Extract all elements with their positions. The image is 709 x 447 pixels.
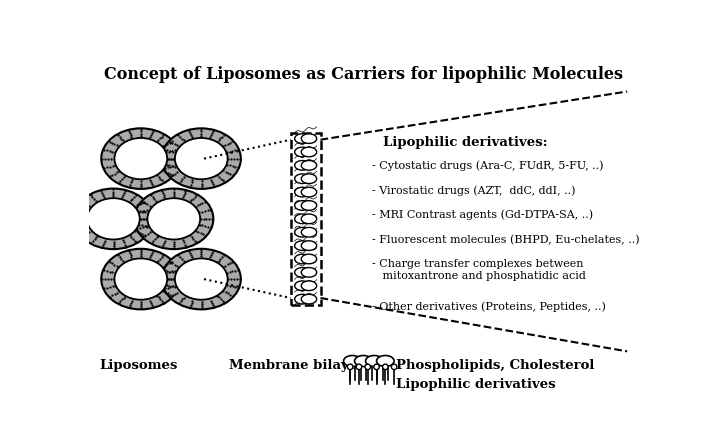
Text: Membrane bilayer:: Membrane bilayer: <box>229 358 369 371</box>
Circle shape <box>301 201 317 210</box>
Circle shape <box>301 241 317 250</box>
Ellipse shape <box>114 258 167 300</box>
Text: - MRI Contrast agents (Gd-DTPA-SA, ..): - MRI Contrast agents (Gd-DTPA-SA, ..) <box>372 210 593 220</box>
Circle shape <box>301 187 317 197</box>
Ellipse shape <box>147 198 200 240</box>
Circle shape <box>295 268 310 277</box>
Circle shape <box>301 160 317 170</box>
Text: - Fluorescent molecules (BHPD, Eu-chelates, ..): - Fluorescent molecules (BHPD, Eu-chelat… <box>372 235 640 245</box>
Ellipse shape <box>347 364 353 370</box>
Ellipse shape <box>365 364 371 370</box>
Circle shape <box>295 174 310 184</box>
Circle shape <box>376 355 394 367</box>
Circle shape <box>295 294 310 304</box>
Text: - Charge transfer complexes between
   mitoxantrone and phosphatidic acid: - Charge transfer complexes between mito… <box>372 259 586 281</box>
Ellipse shape <box>356 364 362 370</box>
Ellipse shape <box>391 364 397 370</box>
Circle shape <box>295 147 310 157</box>
Circle shape <box>301 294 317 304</box>
Ellipse shape <box>101 128 180 189</box>
Text: Lipophilic derivatives:: Lipophilic derivatives: <box>383 136 547 149</box>
Ellipse shape <box>383 364 388 370</box>
Circle shape <box>295 241 310 250</box>
Bar <box>295 133 317 305</box>
Circle shape <box>301 134 317 143</box>
Circle shape <box>301 147 317 157</box>
Ellipse shape <box>162 249 241 309</box>
Circle shape <box>295 134 310 143</box>
Circle shape <box>301 281 317 291</box>
Circle shape <box>301 174 317 184</box>
Ellipse shape <box>162 128 241 189</box>
Text: - Other derivatives (Proteins, Peptides, ..): - Other derivatives (Proteins, Peptides,… <box>372 302 605 312</box>
Text: Liposomes: Liposomes <box>99 358 178 371</box>
Bar <box>291 133 320 305</box>
Circle shape <box>295 187 310 197</box>
Text: Lipophilic derivatives: Lipophilic derivatives <box>396 378 556 391</box>
Circle shape <box>301 268 317 277</box>
Circle shape <box>354 355 372 367</box>
Circle shape <box>295 254 310 264</box>
Text: Phospholipids, Cholesterol: Phospholipids, Cholesterol <box>396 358 595 371</box>
Circle shape <box>295 228 310 237</box>
Circle shape <box>301 254 317 264</box>
Circle shape <box>295 281 310 291</box>
Circle shape <box>295 160 310 170</box>
Text: - Virostatic drugs (AZT,  ddC, ddI, ..): - Virostatic drugs (AZT, ddC, ddI, ..) <box>372 185 575 196</box>
Ellipse shape <box>175 138 228 179</box>
Ellipse shape <box>87 198 140 240</box>
Ellipse shape <box>175 258 228 300</box>
Ellipse shape <box>101 249 180 309</box>
Ellipse shape <box>74 189 153 249</box>
Text: - Cytostatic drugs (Ara-C, FUdR, 5-FU, ..): - Cytostatic drugs (Ara-C, FUdR, 5-FU, .… <box>372 160 603 171</box>
Circle shape <box>295 214 310 224</box>
Text: Concept of Liposomes as Carriers for lipophilic Molecules: Concept of Liposomes as Carriers for lip… <box>104 66 623 83</box>
Circle shape <box>301 228 317 237</box>
Circle shape <box>366 355 383 367</box>
Ellipse shape <box>114 138 167 179</box>
Circle shape <box>344 355 361 367</box>
Ellipse shape <box>374 364 379 370</box>
Circle shape <box>295 201 310 210</box>
Bar <box>295 133 317 305</box>
Circle shape <box>301 214 317 224</box>
Ellipse shape <box>134 189 213 249</box>
